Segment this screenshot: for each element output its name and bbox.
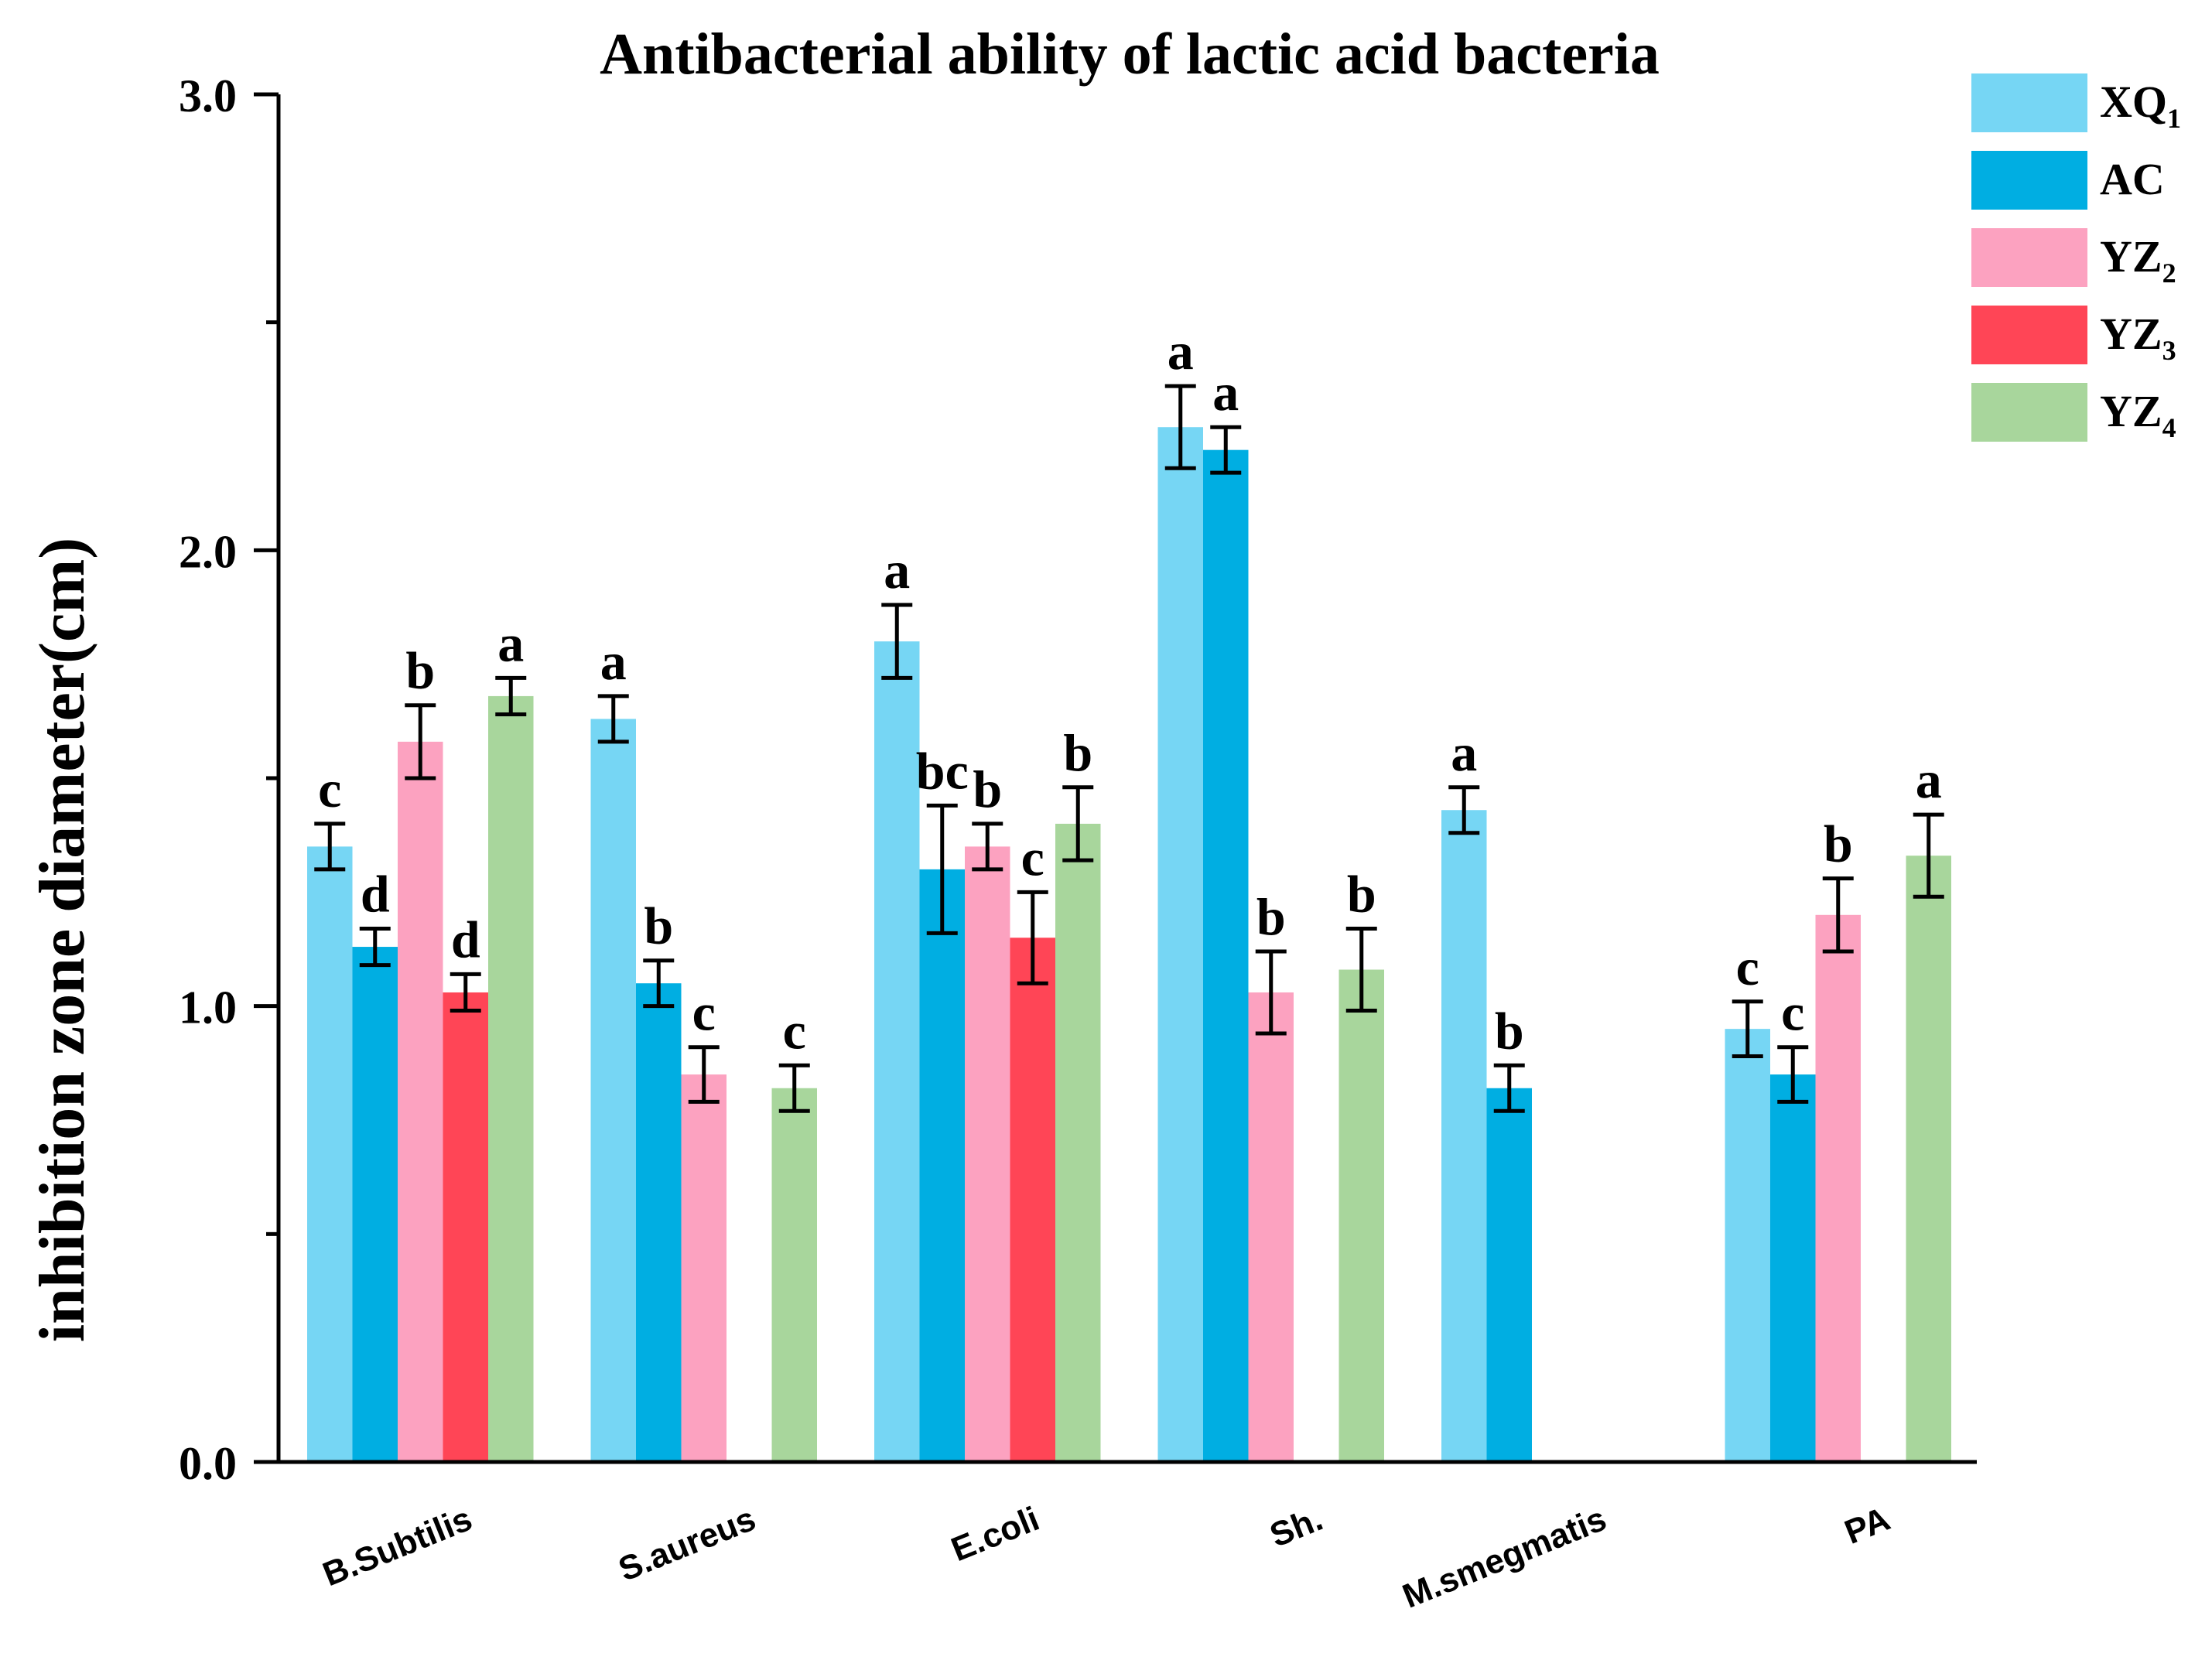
y-axis-label: inhibition zone diameter(cm): [26, 538, 98, 1343]
legend-swatch-AC: [1971, 151, 2087, 210]
significance-letter: b: [1824, 815, 1853, 873]
y-tick-label: 0.0: [179, 1438, 237, 1489]
legend-label-YZ2: YZ2: [2100, 231, 2176, 289]
bar-YZ3-E.coli: [1010, 938, 1055, 1462]
legend-swatch-XQ1: [1971, 73, 2087, 132]
significance-letter: a: [1168, 322, 1194, 381]
significance-letter: c: [1781, 983, 1804, 1042]
legend-swatch-YZ4: [1971, 383, 2087, 442]
bar-XQ1-B.Subtilis: [307, 846, 353, 1462]
bar-XQ1-PA: [1725, 1029, 1770, 1462]
x-tick-label: Sh.: [1265, 1500, 1328, 1555]
legend-label-AC: AC: [2100, 154, 2165, 204]
significance-letter: b: [1256, 887, 1286, 946]
significance-letter: b: [973, 760, 1002, 818]
chart-title: Antibacterial ability of lactic acid bac…: [600, 22, 1660, 87]
significance-letter: c: [1021, 828, 1044, 886]
legend-label-XQ1: XQ1: [2100, 77, 2181, 134]
bar-YZ4-E.coli: [1055, 823, 1101, 1462]
legend: XQ1 AC YZ2 YZ3 YZ4: [1971, 73, 2181, 443]
bar-YZ3-B.Subtilis: [443, 992, 488, 1462]
x-tick-label: B.Subtilis: [318, 1500, 477, 1593]
bar-YZ4-B.Subtilis: [488, 695, 534, 1462]
bar-YZ4-Sh.: [1338, 969, 1384, 1462]
significance-letter: b: [1063, 723, 1092, 782]
significance-letter: a: [600, 632, 627, 691]
significance-letter: c: [1736, 938, 1759, 996]
y-tick-label: 3.0: [179, 70, 237, 121]
significance-letter: d: [361, 864, 390, 923]
bar-AC-M.smegmatis: [1486, 1088, 1532, 1462]
bar-YZ4-S.aureus: [771, 1088, 817, 1462]
x-tick-label: S.aureus: [614, 1500, 761, 1589]
bar-AC-Sh.: [1203, 449, 1249, 1463]
significance-letter: b: [644, 897, 673, 955]
bar-XQ1-S.aureus: [590, 719, 636, 1462]
bar-XQ1-M.smegmatis: [1441, 810, 1487, 1462]
significance-letter: b: [1495, 1001, 1524, 1060]
significance-letter: c: [318, 760, 341, 818]
bar-AC-E.coli: [919, 869, 965, 1462]
significance-letter: a: [1212, 363, 1239, 422]
bar-YZ2-PA: [1815, 914, 1861, 1462]
significance-letter: c: [783, 1001, 806, 1060]
bar-YZ4-PA: [1906, 856, 1951, 1462]
significance-letter: c: [692, 983, 716, 1042]
significance-letter: d: [451, 910, 480, 968]
y-tick-label: 2.0: [179, 526, 237, 577]
bar-AC-B.Subtilis: [352, 947, 398, 1462]
significance-letter: bc: [916, 741, 969, 800]
x-tick-label: E.coli: [946, 1500, 1044, 1569]
bar-XQ1-E.coli: [874, 641, 920, 1463]
significance-letter: b: [1347, 864, 1376, 923]
significance-letter: a: [1916, 750, 1942, 809]
bar-YZ2-Sh.: [1248, 992, 1294, 1462]
y-tick-label: 1.0: [179, 982, 237, 1033]
significance-letter: a: [497, 613, 524, 672]
legend-swatch-YZ2: [1971, 228, 2087, 287]
bar-YZ2-S.aureus: [681, 1074, 727, 1462]
bar-AC-PA: [1770, 1074, 1816, 1462]
legend-label-YZ4: YZ4: [2100, 386, 2176, 443]
significance-letter: b: [405, 641, 435, 700]
significance-letter: a: [884, 541, 910, 599]
bar-AC-S.aureus: [636, 983, 682, 1462]
x-tick-label: PA: [1839, 1500, 1895, 1552]
bar-YZ2-E.coli: [965, 846, 1010, 1462]
bar-XQ1-Sh.: [1157, 427, 1203, 1462]
bar-YZ2-B.Subtilis: [398, 741, 443, 1462]
x-tick-label: M.smegmatis: [1397, 1500, 1612, 1616]
legend-label-YZ3: YZ3: [2100, 309, 2176, 366]
legend-swatch-YZ3: [1971, 306, 2087, 364]
significance-letter: a: [1451, 723, 1477, 782]
